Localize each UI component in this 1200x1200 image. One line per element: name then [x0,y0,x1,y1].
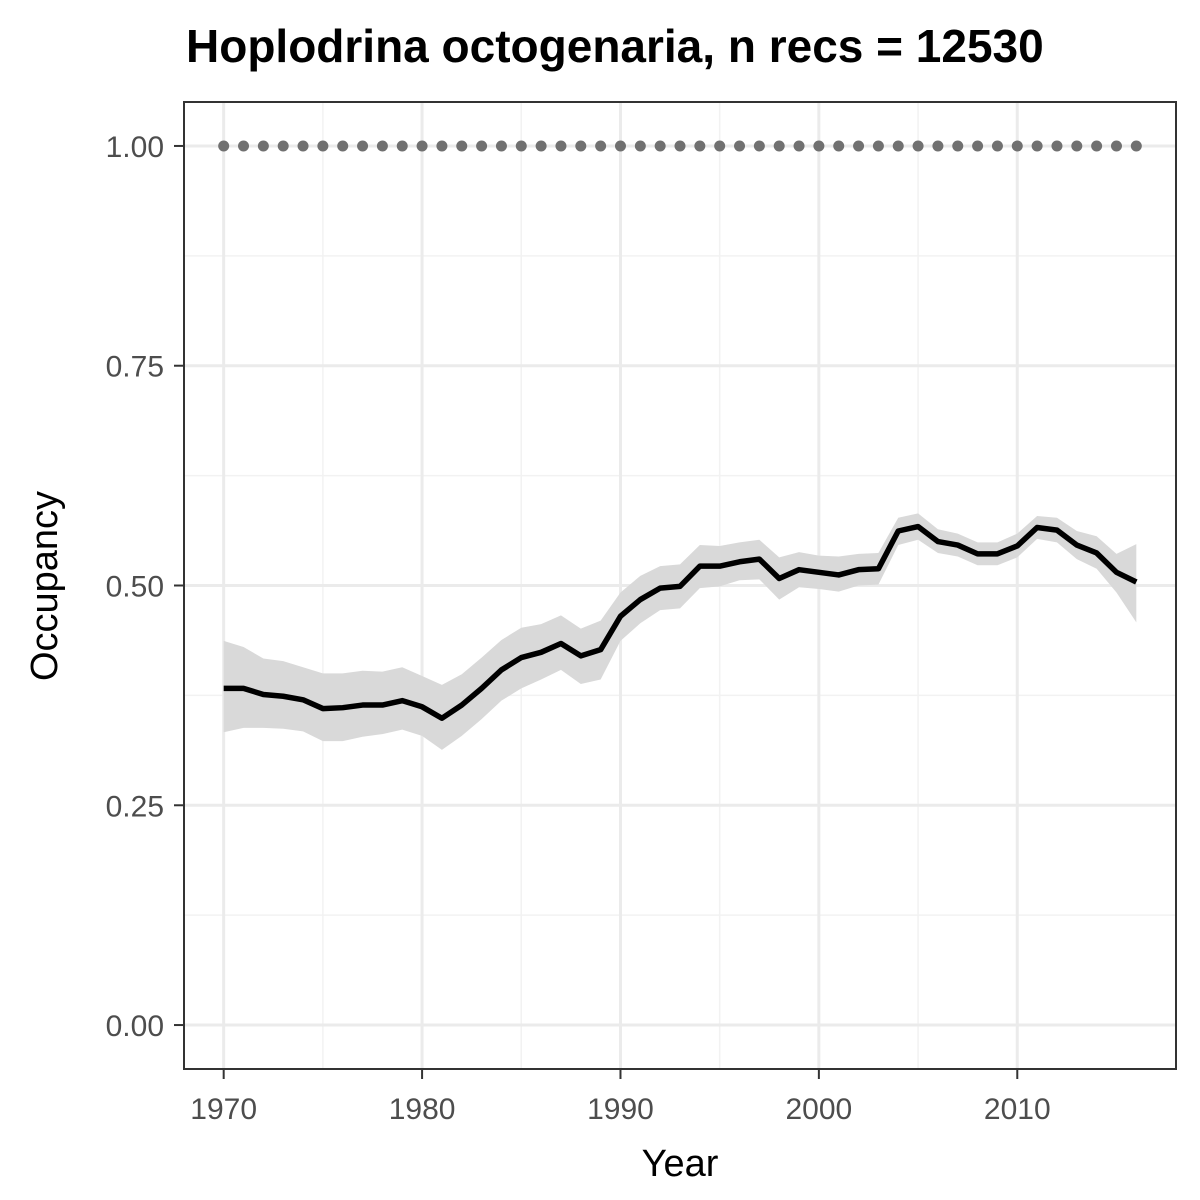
reference-point [694,140,706,152]
reference-point [734,140,746,152]
reference-point [476,140,488,152]
x-axis-title: Year [642,1143,719,1185]
y-tick-label: 0.75 [106,351,164,384]
reference-point [932,140,944,152]
reference-point [892,140,904,152]
reference-point [595,140,607,152]
reference-point [991,140,1003,152]
y-tick-label: 1.00 [106,131,164,164]
chart-title: Hoplodrina octogenaria, n recs = 12530 [186,20,1044,72]
y-tick-label: 0.50 [106,571,164,604]
reference-point [495,140,507,152]
x-tick-label: 2000 [786,1093,853,1126]
reference-point [456,140,468,152]
reference-point [952,140,964,152]
y-axis: 0.00 0.25 0.50 0.75 1.00 [106,131,184,1043]
reference-point [416,140,428,152]
reference-point [1031,140,1043,152]
reference-point [218,140,230,152]
occupancy-line-layer [223,523,1138,721]
confidence-band-layer [223,513,1137,750]
x-tick-label: 1970 [190,1093,257,1126]
reference-point [1091,140,1103,152]
reference-point [912,140,924,152]
reference-point [714,140,726,152]
reference-point [654,140,666,152]
reference-line-layer [218,140,1142,152]
y-axis-title: Occupancy [24,491,66,681]
reference-point [634,140,646,152]
reference-point [277,140,289,152]
reference-point [238,140,250,152]
reference-point [297,140,309,152]
reference-point [337,140,349,152]
x-axis: 1970 1980 1990 2000 2010 [190,1069,1051,1126]
reference-point [396,140,408,152]
reference-point [674,140,686,152]
reference-point [376,140,388,152]
reference-point [1110,140,1122,152]
reference-point [317,140,329,152]
reference-point [1071,140,1083,152]
y-tick-label: 0.25 [106,790,164,823]
reference-point [257,140,269,152]
reference-point [773,140,785,152]
reference-point [575,140,587,152]
reference-point [793,140,805,152]
occupancy-line [223,523,1138,721]
confidence-band [223,513,1137,750]
reference-point [753,140,765,152]
reference-point [614,140,626,152]
reference-point [833,140,845,152]
reference-point [515,140,527,152]
x-tick-label: 2010 [984,1093,1051,1126]
reference-point [853,140,865,152]
reference-point [1011,140,1023,152]
reference-point [535,140,547,152]
reference-point [357,140,369,152]
reference-point [813,140,825,152]
x-tick-label: 1990 [587,1093,654,1126]
reference-point [1130,140,1142,152]
reference-point [555,140,567,152]
x-tick-label: 1980 [389,1093,456,1126]
y-tick-label: 0.00 [106,1010,164,1043]
reference-point [872,140,884,152]
reference-point [436,140,448,152]
reference-point [1051,140,1063,152]
reference-point [972,140,984,152]
